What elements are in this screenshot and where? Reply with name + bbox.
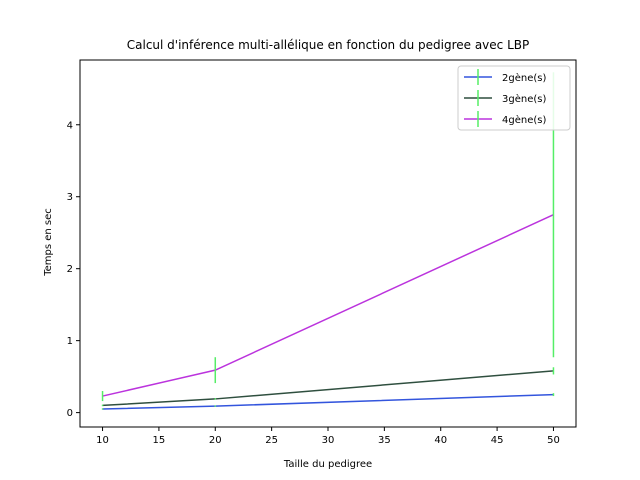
series-line-3genes: [102, 370, 554, 407]
x-tick-label: 15: [153, 435, 166, 446]
x-axis-label: Taille du pedigree: [283, 459, 372, 470]
x-tick-label: 40: [434, 435, 447, 446]
legend-label: 2gène(s): [502, 72, 546, 84]
y-axis: 0 1 2 3 4: [67, 120, 80, 419]
x-tick-label: 20: [209, 435, 222, 446]
y-axis-label: Temps en sec: [43, 208, 54, 277]
legend: 2gène(s) 3gène(s) 4gène(s): [457, 65, 571, 131]
legend-label: 3gène(s): [502, 93, 546, 105]
y-tick-label: 2: [67, 264, 73, 275]
x-tick-label: 10: [96, 435, 109, 446]
x-tick-label: 30: [322, 435, 335, 446]
y-tick-label: 1: [67, 336, 73, 347]
x-tick-label: 50: [547, 435, 560, 446]
x-tick-label: 25: [265, 435, 278, 446]
x-tick-label: 45: [491, 435, 504, 446]
legend-box: [457, 65, 571, 131]
chart-title: Calcul d'inférence multi-allélique en fo…: [127, 38, 529, 52]
x-axis: 10 15 20 25 30 35 40 45 50: [96, 427, 560, 446]
y-tick-label: 4: [67, 120, 73, 131]
legend-label: 4gène(s): [502, 114, 546, 126]
y-tick-label: 3: [67, 192, 73, 203]
x-tick-label: 35: [378, 435, 391, 446]
y-tick-label: 0: [67, 408, 73, 419]
series-line-4genes: [102, 214, 554, 397]
